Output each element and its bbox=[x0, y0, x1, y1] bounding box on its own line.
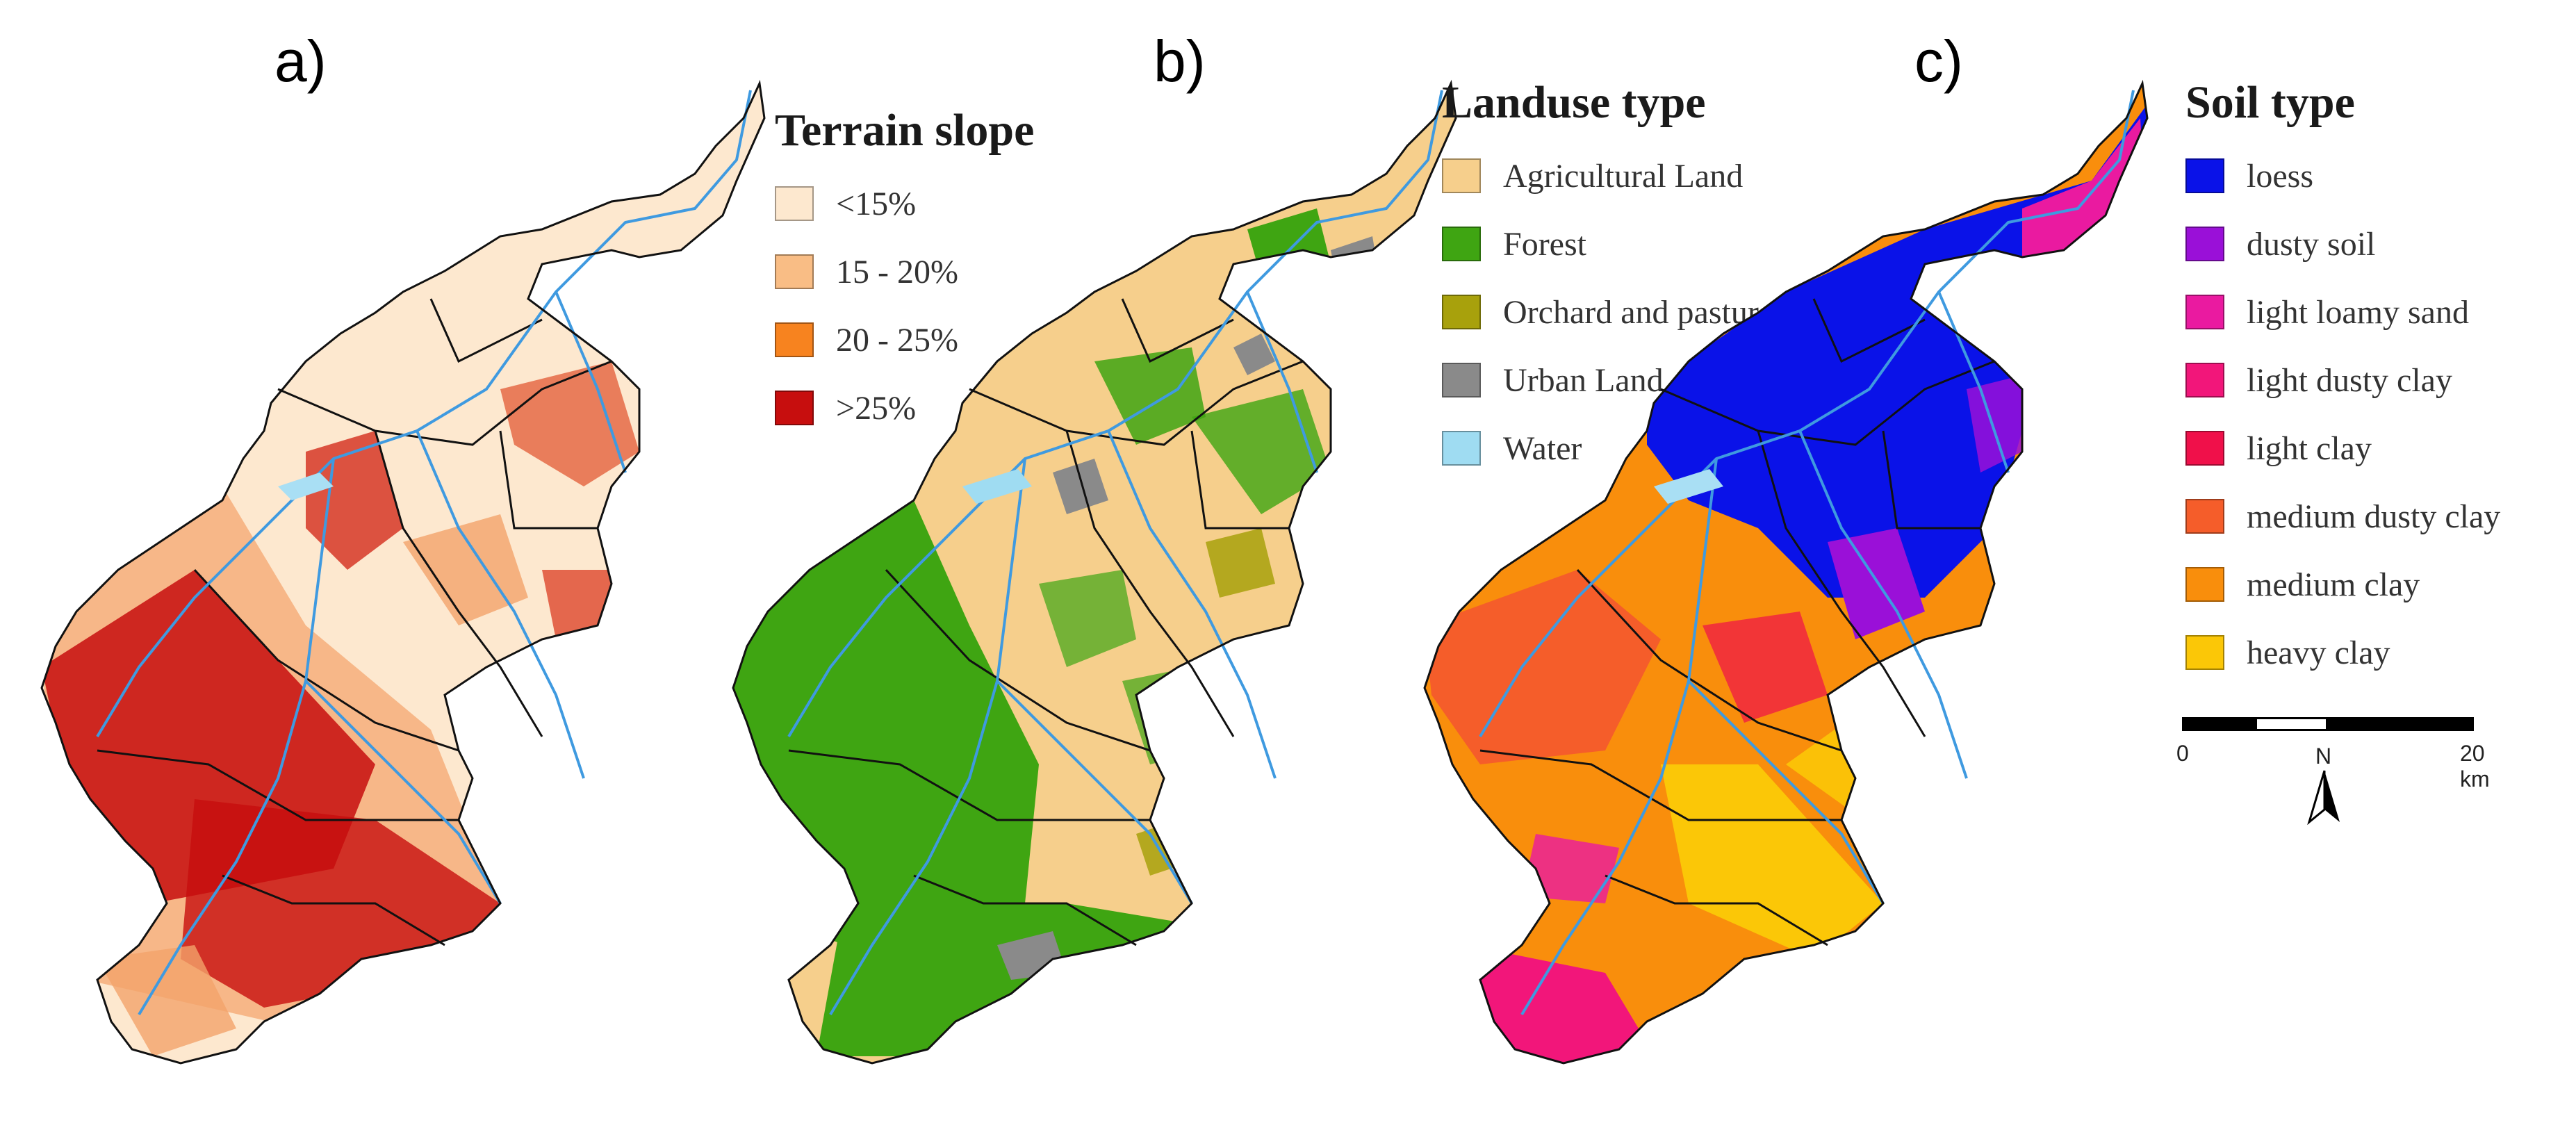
legend-label: 20 - 25% bbox=[836, 321, 958, 359]
legend-swatch bbox=[1442, 158, 1481, 193]
panel-a-label: a) bbox=[274, 28, 327, 94]
legend-swatch bbox=[775, 391, 814, 425]
legend-swatch bbox=[2185, 227, 2224, 261]
legend-label: Urban Land bbox=[1503, 361, 1664, 399]
legend-swatch bbox=[2185, 363, 2224, 397]
terrain-slope-legend: Terrain slope <15% 15 - 20% 20 - 25% >25… bbox=[775, 104, 1034, 442]
legend-label: Agricultural Land bbox=[1503, 157, 1744, 195]
legend-item: medium dusty clay bbox=[2185, 482, 2500, 550]
legend-swatch bbox=[2185, 158, 2224, 193]
legend-label: heavy clay bbox=[2247, 634, 2390, 671]
legend-item: light dusty clay bbox=[2185, 346, 2500, 414]
legend-label: dusty soil bbox=[2247, 225, 2376, 263]
scale-start-label: 0 bbox=[2176, 741, 2189, 766]
legend-swatch bbox=[2185, 431, 2224, 466]
scale-bar-segment bbox=[2182, 717, 2255, 731]
legend-label: <15% bbox=[836, 185, 917, 222]
legend-swatch bbox=[1442, 431, 1481, 466]
legend-item: Urban Land bbox=[1442, 346, 1773, 414]
landuse-type-map bbox=[732, 82, 1457, 1065]
legend-title: Soil type bbox=[2185, 77, 2355, 128]
legend-swatch bbox=[775, 186, 814, 221]
north-arrow-icon bbox=[2307, 770, 2340, 825]
legend-label: light loamy sand bbox=[2247, 293, 2469, 331]
legend-label: Forest bbox=[1503, 225, 1586, 263]
legend-swatch bbox=[775, 254, 814, 289]
soil-type-legend: Soil type loess dusty soil light loamy s… bbox=[2185, 76, 2500, 687]
legend-swatch bbox=[775, 322, 814, 357]
north-label: N bbox=[2315, 744, 2332, 769]
legend-item: light clay bbox=[2185, 414, 2500, 482]
legend-label: medium dusty clay bbox=[2247, 498, 2501, 535]
legend-item: Water bbox=[1442, 414, 1773, 482]
legend-swatch bbox=[1442, 227, 1481, 261]
legend-label: light dusty clay bbox=[2247, 361, 2452, 399]
scale-end-label: 20 km bbox=[2460, 741, 2490, 791]
scale-bar: 0 20 km N bbox=[2176, 717, 2490, 825]
legend-item: dusty soil bbox=[2185, 210, 2500, 278]
legend-label: loess bbox=[2247, 157, 2313, 195]
panel-c-label: c) bbox=[1914, 28, 1963, 94]
legend-title: Terrain slope bbox=[775, 105, 1035, 156]
legend-swatch bbox=[2185, 635, 2224, 670]
scale-bar-segment bbox=[2255, 717, 2328, 731]
legend-item: heavy clay bbox=[2185, 618, 2500, 687]
legend-swatch bbox=[2185, 295, 2224, 329]
legend-item: loess bbox=[2185, 142, 2500, 210]
legend-item: <15% bbox=[775, 170, 1034, 238]
panel-b-label: b) bbox=[1154, 28, 1206, 94]
legend-label: medium clay bbox=[2247, 566, 2420, 603]
legend-item: >25% bbox=[775, 374, 1034, 442]
legend-label: Orchard and pasture bbox=[1503, 293, 1774, 331]
legend-label: Water bbox=[1503, 429, 1582, 467]
legend-swatch bbox=[1442, 363, 1481, 397]
legend-swatch bbox=[2185, 499, 2224, 534]
legend-item: Forest bbox=[1442, 210, 1773, 278]
legend-title: Landuse type bbox=[1442, 77, 1706, 128]
terrain-slope-map bbox=[40, 82, 766, 1065]
scale-bar-segment bbox=[2328, 717, 2474, 731]
legend-item: Agricultural Land bbox=[1442, 142, 1773, 210]
soil-type-map bbox=[1423, 82, 2149, 1065]
legend-item: Orchard and pasture bbox=[1442, 278, 1773, 346]
legend-swatch bbox=[2185, 567, 2224, 602]
legend-item: light loamy sand bbox=[2185, 278, 2500, 346]
legend-label: light clay bbox=[2247, 429, 2372, 467]
legend-swatch bbox=[1442, 295, 1481, 329]
landuse-type-legend: Landuse type Agricultural Land Forest Or… bbox=[1442, 76, 1773, 482]
legend-label: 15 - 20% bbox=[836, 253, 958, 290]
legend-label: >25% bbox=[836, 389, 917, 427]
legend-item: medium clay bbox=[2185, 550, 2500, 618]
legend-item: 15 - 20% bbox=[775, 238, 1034, 306]
legend-item: 20 - 25% bbox=[775, 306, 1034, 374]
